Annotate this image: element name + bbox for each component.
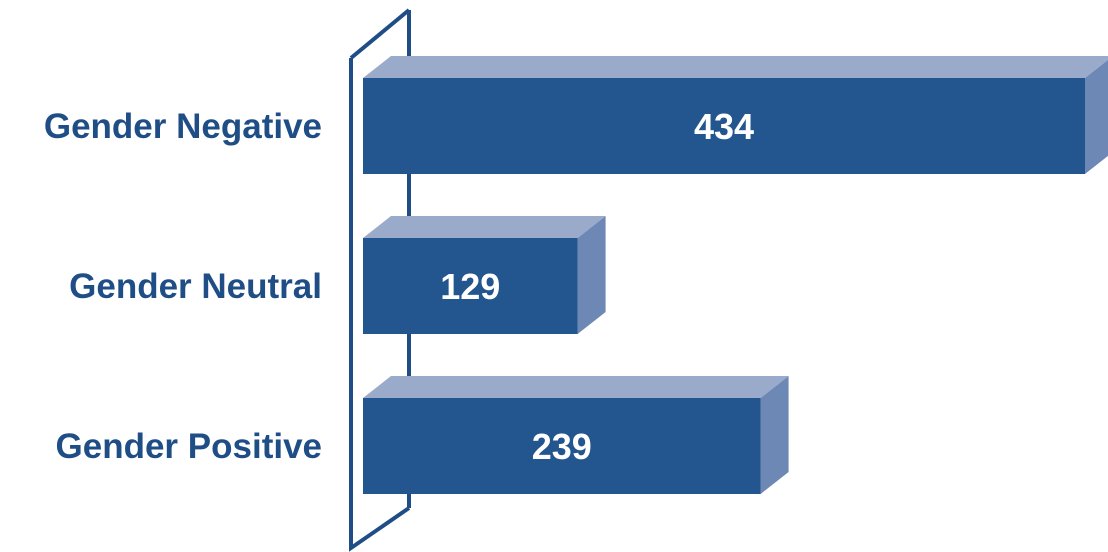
bar-top-face [363,376,789,398]
bar-front-face [363,238,578,334]
bar-side-face [577,216,606,334]
bar-side-face [1085,59,1108,174]
bars-group: 434 129 239 [363,56,1108,494]
bar-front-face [363,78,1085,174]
bar-top-face [363,216,606,238]
bar-1: 434 [363,56,1108,174]
data-label: 129 [440,266,500,307]
axis-frame-front-edge [349,8,411,552]
bar-top-face [363,56,1108,78]
category-label: Gender Negative [44,107,322,146]
bar-3: 239 [363,376,789,494]
category-labels: Gender Negative Gender Neutral Gender Posi… [44,107,322,466]
bar-2: 129 [363,216,606,334]
bar-front-face [363,398,761,494]
data-label: 434 [694,106,754,147]
bar-side-face [760,376,789,494]
axis-frame-front [349,8,411,552]
data-label: 239 [532,426,592,467]
category-label: Gender Neutral [69,267,322,306]
category-label: Gender Positive [56,427,322,466]
